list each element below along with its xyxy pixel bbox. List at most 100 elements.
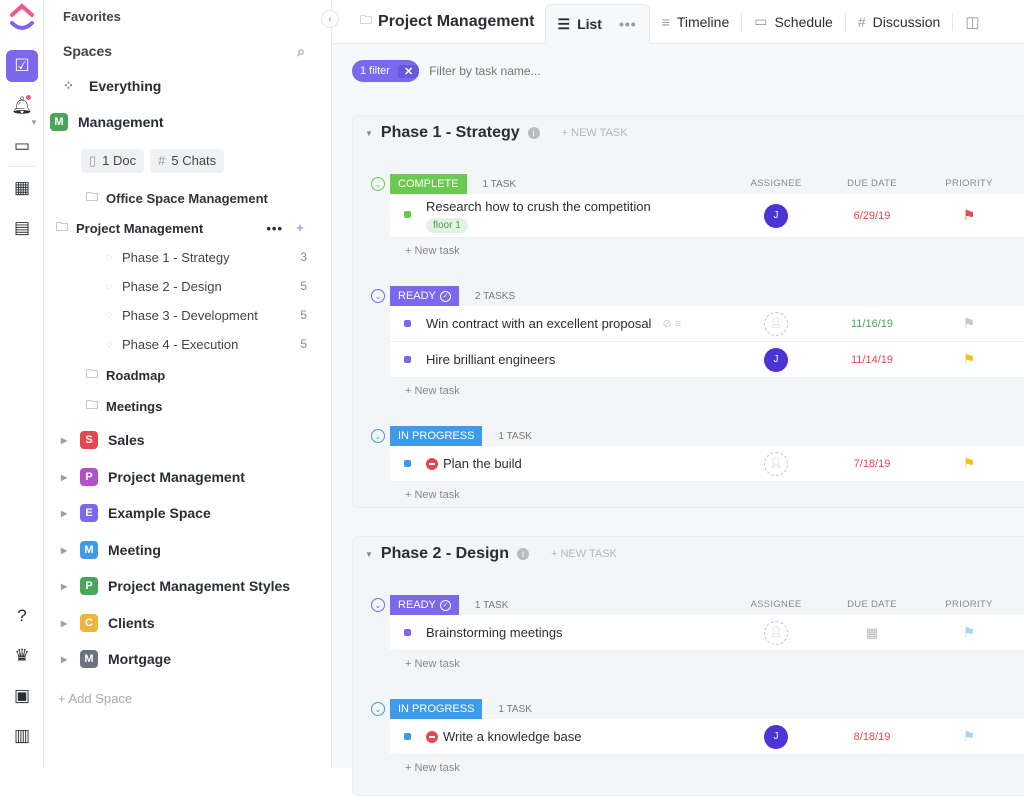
filter-input[interactable] — [429, 64, 630, 78]
assignee-cell[interactable]: J — [731, 347, 821, 372]
info-icon[interactable]: i — [516, 548, 529, 560]
new-task-button[interactable]: + New task — [405, 385, 460, 397]
folder-office-space-management[interactable]: 🗀︎ Office Space Management — [44, 183, 319, 213]
sidebar-space[interactable]: ▶ C Clients — [44, 608, 319, 638]
clear-filter-icon[interactable]: ✕ — [397, 64, 420, 78]
due-date-cell[interactable]: 8/18/19 — [827, 731, 917, 743]
tab-list[interactable]: ☰ List ••• — [544, 3, 650, 44]
expand-caret-icon[interactable]: ▶ — [61, 435, 68, 445]
new-task-button[interactable]: + New task — [405, 245, 460, 257]
help-icon[interactable]: ? — [17, 606, 27, 625]
tasks-icon[interactable]: ☑ — [6, 50, 38, 82]
expand-caret-icon[interactable]: ▼ — [30, 117, 38, 127]
task-row[interactable]: Win contract with an excellent proposal ⊘… — [390, 306, 1024, 342]
search-spaces-icon[interactable]: ⌕ — [297, 42, 305, 59]
sidebar-space[interactable]: ▶ E Example Space — [44, 498, 319, 528]
collapse-sidebar-button[interactable]: ‹ — [321, 10, 339, 28]
priority-flag-icon[interactable]: ⚑ — [962, 351, 976, 367]
collapse-group-icon[interactable]: ⌄ — [371, 702, 385, 716]
info-icon[interactable]: i — [527, 127, 540, 139]
column-header-priority[interactable]: PRIORITY — [945, 178, 993, 189]
task-row[interactable]: Write a knowledge base J 8/18/19 ⚑ — [390, 719, 1024, 755]
priority-flag-icon[interactable]: ⚑ — [962, 728, 976, 744]
new-task-button[interactable]: + New task — [405, 489, 460, 501]
task-name[interactable]: Win contract with an excellent proposal ⊘… — [426, 316, 681, 331]
task-name[interactable]: Brainstorming meetings — [426, 625, 563, 640]
space-management[interactable]: ▼ M Management — [30, 107, 319, 137]
collapse-group-icon[interactable]: ⌄ — [371, 289, 385, 303]
task-row[interactable]: Brainstorming meetings 👤︎ ▦ ⚑ — [390, 615, 1024, 651]
add-assignee-icon[interactable]: 👤︎ — [764, 311, 788, 336]
spaces-header[interactable]: Spaces ⌕ — [44, 36, 319, 66]
column-header-assignee[interactable]: ASSIGNEE — [750, 178, 802, 189]
calendar-icon[interactable]: ▦ — [865, 624, 879, 640]
add-assignee-icon[interactable]: 👤︎ — [764, 451, 788, 476]
expand-caret-icon[interactable]: ▶ — [61, 581, 68, 591]
expand-caret-icon[interactable]: ▶ — [61, 654, 68, 664]
favorites-header[interactable]: Favorites — [44, 1, 319, 31]
task-row[interactable]: Research how to crush the competition flo… — [390, 194, 1024, 238]
new-task-header-button[interactable]: + NEW TASK — [561, 127, 628, 139]
task-status-dot[interactable] — [404, 733, 411, 740]
notifications-icon[interactable]: 🔔︎ — [11, 95, 33, 115]
sidebar-space[interactable]: ▶ S Sales — [44, 425, 319, 455]
inbox-icon[interactable]: ▭ — [13, 136, 31, 155]
clipboard-icon[interactable]: ▥ — [13, 726, 31, 745]
task-status-dot[interactable] — [404, 356, 411, 363]
column-header-due[interactable]: DUE DATE — [847, 599, 897, 610]
add-assignee-icon[interactable]: 👤︎ — [764, 620, 788, 645]
due-date-cell[interactable]: 7/18/19 — [827, 458, 917, 470]
priority-flag-icon[interactable]: ⚑ — [962, 624, 976, 640]
goals-trophy-icon[interactable]: ♛ — [14, 646, 30, 665]
assignee-cell[interactable]: J — [731, 724, 821, 749]
task-status-dot[interactable] — [404, 629, 411, 636]
task-row[interactable]: Hire brilliant engineers J 11/14/19 ⚑ — [390, 342, 1024, 378]
collapse-group-icon[interactable]: ⌄ — [371, 177, 385, 191]
column-header-due[interactable]: DUE DATE — [847, 178, 897, 189]
collapse-group-icon[interactable]: ⌄ — [371, 598, 385, 612]
docs-chip[interactable]: ▯ 1 Doc — [81, 149, 145, 173]
filter-chip[interactable]: 1 filter ✕ — [352, 60, 420, 82]
task-name[interactable]: Hire brilliant engineers — [426, 352, 555, 367]
due-date-cell[interactable]: 11/14/19 — [827, 354, 917, 366]
tab-timeline[interactable]: ≡ Timeline — [650, 0, 742, 44]
priority-flag-icon[interactable]: ⚑ — [962, 455, 976, 471]
due-date-cell[interactable]: ▦ — [827, 625, 917, 641]
add-icon[interactable]: + — [293, 221, 307, 235]
add-space-button[interactable]: + Add Space — [44, 683, 319, 713]
dashboards-icon[interactable]: ▦ — [13, 178, 31, 197]
due-date-cell[interactable]: 6/29/19 — [827, 210, 917, 222]
new-task-header-button[interactable]: + NEW TASK — [550, 548, 617, 560]
sidebar-list-item[interactable]: ◌ Phase 3 - Development 5 — [44, 300, 319, 330]
portfolio-icon[interactable]: ▣ — [13, 686, 31, 705]
expand-caret-icon[interactable]: ▶ — [61, 508, 68, 518]
column-header-priority[interactable]: PRIORITY — [945, 599, 993, 610]
sidebar-folder[interactable]: 🗀︎ Meetings — [44, 391, 319, 421]
sidebar-list-item[interactable]: ◌ Phase 1 - Strategy 3 — [44, 242, 319, 272]
assignee-cell[interactable]: 👤︎ — [731, 311, 821, 336]
expand-caret-icon[interactable]: ▶ — [61, 472, 68, 482]
sidebar-list-item[interactable]: ◌ Phase 4 - Execution 5 — [44, 329, 319, 359]
docs-icon[interactable]: ▤ — [13, 218, 31, 237]
sidebar-space[interactable]: ▶ P Project Management — [44, 462, 319, 492]
task-status-dot[interactable] — [404, 320, 411, 327]
tab-schedule[interactable]: ▭ Schedule — [742, 0, 845, 44]
expand-caret-icon[interactable]: ▶ — [61, 545, 68, 555]
assignee-cell[interactable]: 👤︎ — [731, 451, 821, 476]
task-name[interactable]: Research how to crush the competition — [426, 199, 651, 214]
sidebar-space[interactable]: ▶ P Project Management Styles — [44, 571, 319, 601]
due-date-cell[interactable]: 11/16/19 — [827, 318, 917, 330]
sidebar-item-everything[interactable]: ⁘ Everything — [44, 71, 319, 101]
assignee-cell[interactable]: 👤︎ — [731, 620, 821, 645]
sidebar-space[interactable]: ▶ M Meeting — [44, 535, 319, 565]
task-name[interactable]: Write a knowledge base — [426, 729, 582, 744]
priority-flag-icon[interactable]: ⚑ — [962, 207, 976, 223]
sidebar-list-item[interactable]: ◌ Phase 2 - Design 5 — [44, 271, 319, 301]
task-status-dot[interactable] — [404, 211, 411, 218]
chats-chip[interactable]: #5 Chats — [150, 149, 225, 173]
tab-options-icon[interactable]: ••• — [618, 16, 637, 32]
sidebar-space[interactable]: ▶ M Mortgage — [44, 644, 319, 674]
task-row[interactable]: Plan the build 👤︎ 7/18/19 ⚑ — [390, 446, 1024, 482]
assignee-cell[interactable]: J — [731, 203, 821, 228]
task-name[interactable]: Plan the build — [426, 456, 522, 471]
